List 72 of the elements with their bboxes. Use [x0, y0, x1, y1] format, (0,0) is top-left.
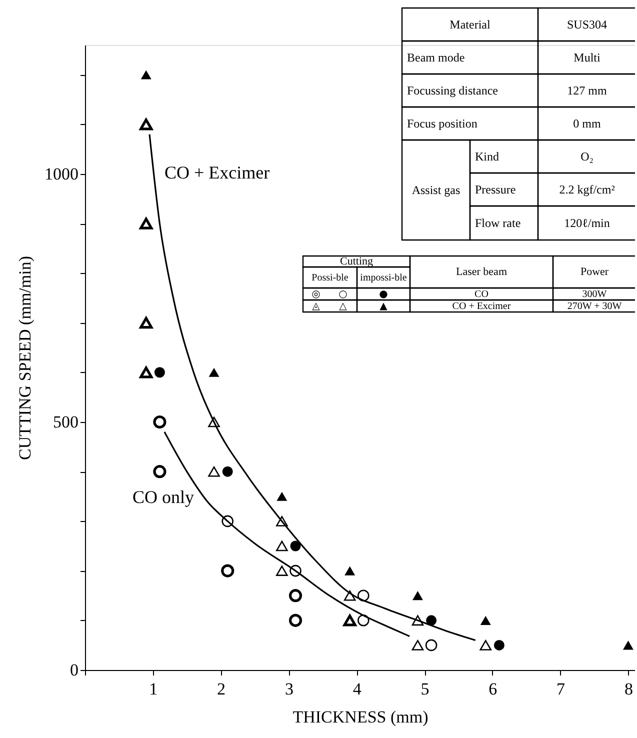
point — [276, 492, 288, 501]
point — [494, 640, 504, 650]
point — [140, 70, 152, 80]
point — [153, 465, 166, 478]
annotation: 120ℓ/min — [564, 216, 610, 230]
annotation: Possi-ble — [312, 272, 349, 284]
annotation: Power — [580, 266, 609, 278]
point — [425, 639, 438, 652]
annotation: Kind — [475, 150, 499, 164]
point — [426, 615, 437, 626]
annotation: Beam mode — [407, 50, 465, 64]
x-tick-label: 6 — [488, 680, 498, 698]
line-series — [164, 431, 410, 638]
point — [622, 640, 634, 650]
x-tick-label: 7 — [556, 680, 566, 698]
annotation: Assist gas — [412, 183, 460, 197]
series-label: CO only — [132, 486, 194, 507]
annotation: 127 mm — [567, 84, 608, 98]
annotation: 0 mm — [573, 116, 602, 130]
x-tick-label: 4 — [352, 680, 362, 698]
y-tick-label: 1000 — [44, 164, 78, 184]
annotation: 300W — [582, 289, 608, 300]
annotation: 2.2 kgf/cm² — [559, 182, 616, 196]
point — [344, 566, 356, 576]
point — [290, 540, 301, 552]
annotation: Flow rate — [475, 216, 521, 230]
series-label: CO + Excimer — [164, 162, 270, 182]
annotation: Focussing distance — [407, 84, 498, 98]
annotation: Cutting — [340, 256, 374, 268]
point — [222, 515, 234, 528]
annotation: ◎ — [312, 289, 321, 300]
annotation: △ — [339, 301, 348, 312]
point — [153, 415, 166, 429]
y-axis-title: CUTTING SPEED (mm/min) — [16, 256, 34, 460]
point — [276, 540, 288, 552]
point — [140, 316, 153, 329]
point — [343, 614, 356, 626]
annotation: ▲ — [380, 301, 388, 312]
annotation: Laser beam — [456, 266, 508, 278]
annotation: CO — [474, 289, 488, 300]
point — [221, 564, 234, 578]
annotation: O₂ — [580, 150, 594, 164]
annotation: impossi-ble — [360, 272, 408, 284]
annotation: 270W + 30W — [567, 301, 622, 312]
annotation: Pressure — [475, 182, 516, 196]
text: Material — [450, 18, 491, 32]
annotation: Multi — [574, 50, 601, 64]
point — [288, 589, 302, 602]
point — [288, 614, 302, 627]
x-tick-label: 5 — [420, 680, 430, 698]
point — [140, 218, 153, 230]
annotation: Focus position — [407, 116, 478, 130]
annotation: ◬ — [312, 301, 320, 312]
x-tick-label: 1 — [149, 680, 158, 698]
point — [480, 616, 491, 625]
annotation: ● — [379, 289, 388, 300]
annotation: CO + Excimer — [452, 301, 512, 312]
point — [412, 591, 423, 600]
y-tick-label: 0 — [70, 660, 78, 680]
point — [222, 466, 233, 477]
point — [208, 466, 220, 477]
point — [208, 368, 220, 377]
x-tick-label: 8 — [624, 680, 633, 698]
x-tick-label: 2 — [217, 680, 226, 698]
y-tick-label: 500 — [53, 412, 78, 432]
point — [140, 118, 153, 130]
annotation: ○ — [338, 289, 348, 300]
point — [140, 366, 153, 378]
x-axis-title: THICKNESS (mm) — [292, 708, 428, 726]
point — [154, 367, 165, 378]
text: SUS304 — [566, 18, 608, 32]
x-tick-label: 3 — [284, 680, 294, 698]
